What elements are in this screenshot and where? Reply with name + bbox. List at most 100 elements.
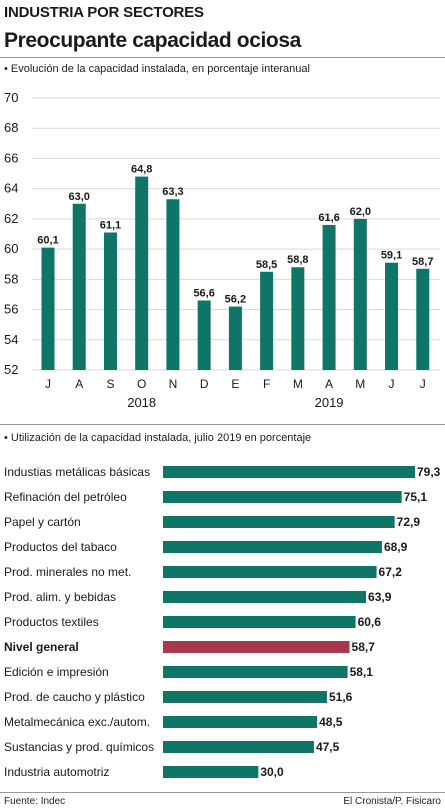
x-tick-label: S xyxy=(106,377,114,391)
bar xyxy=(163,491,402,503)
value-label: 58,7 xyxy=(412,256,433,268)
value-label: 61,6 xyxy=(318,212,339,224)
category-label: Nivel general xyxy=(4,640,79,654)
x-tick-label: E xyxy=(231,377,239,391)
value-label: 79,3 xyxy=(417,465,441,479)
value-label: 72,9 xyxy=(397,515,421,529)
category-label: Edición e impresión xyxy=(4,665,109,679)
value-label: 64,8 xyxy=(131,164,152,176)
divider xyxy=(0,424,445,425)
value-label: 58,7 xyxy=(352,640,376,654)
bar xyxy=(163,566,377,578)
category-label: Refinación del petróleo xyxy=(4,490,127,504)
source-note: Fuente: Indec xyxy=(4,796,66,807)
value-label: 63,9 xyxy=(368,590,392,604)
y-tick-label: 62 xyxy=(4,211,18,226)
category-label: Sustancias y prod. químicos xyxy=(4,740,154,754)
bar xyxy=(163,641,350,653)
value-label: 59,1 xyxy=(381,250,402,262)
x-tick-label: A xyxy=(75,377,83,391)
bar xyxy=(103,232,117,370)
y-tick-label: 70 xyxy=(4,90,18,105)
value-label: 56,2 xyxy=(225,294,246,306)
bar xyxy=(163,666,348,678)
bar xyxy=(163,716,318,728)
section-tag: INDUSTRIA POR SECTORES xyxy=(4,4,204,21)
value-label: 61,1 xyxy=(100,219,121,231)
bar xyxy=(197,300,211,370)
bar xyxy=(163,541,382,553)
bar xyxy=(322,224,336,370)
bar xyxy=(163,516,395,528)
x-tick-label: J xyxy=(389,377,395,391)
x-tick-label: J xyxy=(45,377,51,391)
value-label: 75,1 xyxy=(404,490,428,504)
year-label: 2019 xyxy=(315,395,344,410)
value-label: 56,6 xyxy=(193,287,214,299)
value-label: 47,5 xyxy=(316,740,340,754)
chart-1-subtitle: • Evolución de la capacidad instalada, e… xyxy=(4,63,310,75)
bar xyxy=(166,199,180,370)
year-label: 2018 xyxy=(127,395,156,410)
y-tick-label: 68 xyxy=(4,120,18,135)
value-label: 67,2 xyxy=(379,565,403,579)
bar xyxy=(353,218,367,370)
category-label: Prod. alim. y bebidas xyxy=(4,590,116,604)
value-label: 68,9 xyxy=(384,540,408,554)
bar xyxy=(163,691,327,703)
value-label: 58,1 xyxy=(350,665,374,679)
value-label: 48,5 xyxy=(319,715,343,729)
value-label: 60,1 xyxy=(37,235,58,247)
bar xyxy=(72,203,86,370)
x-tick-label: J xyxy=(420,377,426,391)
value-label: 63,3 xyxy=(162,186,183,198)
x-tick-label: N xyxy=(169,377,178,391)
bar xyxy=(135,176,149,370)
value-label: 62,0 xyxy=(350,206,371,218)
category-label: Industias metálicas básicas xyxy=(4,465,150,479)
bar xyxy=(291,267,305,370)
bar xyxy=(163,466,415,478)
bar xyxy=(163,741,314,753)
value-label: 58,5 xyxy=(256,259,277,271)
y-tick-label: 54 xyxy=(4,332,18,347)
y-tick-label: 60 xyxy=(4,241,18,256)
bar xyxy=(260,271,274,370)
page-title: Preocupante capacidad ociosa xyxy=(4,29,301,52)
value-label: 51,6 xyxy=(329,690,353,704)
x-tick-label: F xyxy=(263,377,270,391)
y-tick-label: 66 xyxy=(4,150,18,165)
divider xyxy=(0,57,445,58)
bar xyxy=(41,247,55,370)
value-label: 60,6 xyxy=(358,615,382,629)
bar xyxy=(416,268,430,370)
x-tick-label: D xyxy=(200,377,209,391)
value-label: 30,0 xyxy=(260,765,284,779)
category-label: Prod. de caucho y plástico xyxy=(4,690,145,704)
monthly-capacity-chart: 52 54 56 58 60 62 64 66 68 70 60,1 J 63,0 A 61,1 S 64,8 O… xyxy=(4,90,440,410)
category-label: Metalmecánica exc./autom. xyxy=(4,715,150,729)
chart-2-subtitle: • Utilización de la capacidad instalada,… xyxy=(4,432,312,444)
value-label: 58,8 xyxy=(287,254,308,266)
category-label: Productos textiles xyxy=(4,615,99,629)
y-tick-label: 56 xyxy=(4,302,18,317)
credit-note: El Cronista/P. Fisicaro xyxy=(343,796,441,807)
x-tick-label: A xyxy=(325,377,333,391)
value-label: 63,0 xyxy=(69,191,90,203)
y-tick-label: 58 xyxy=(4,271,18,286)
sector-utilization-chart: Industias metálicas básicas 79,3 Refinació… xyxy=(4,465,441,779)
bar xyxy=(228,306,242,370)
bar xyxy=(163,591,367,603)
divider xyxy=(0,792,445,793)
y-tick-label: 64 xyxy=(4,181,18,196)
x-tick-label: M xyxy=(293,377,303,391)
category-label: Industria automotriz xyxy=(4,765,109,779)
x-tick-label: M xyxy=(355,377,365,391)
bar xyxy=(163,616,356,628)
x-tick-label: O xyxy=(137,377,146,391)
y-tick-label: 52 xyxy=(4,362,18,377)
category-label: Productos del tabaco xyxy=(4,540,117,554)
category-label: Papel y cartón xyxy=(4,515,81,529)
category-label: Prod. minerales no met. xyxy=(4,565,131,579)
bar xyxy=(385,262,399,370)
